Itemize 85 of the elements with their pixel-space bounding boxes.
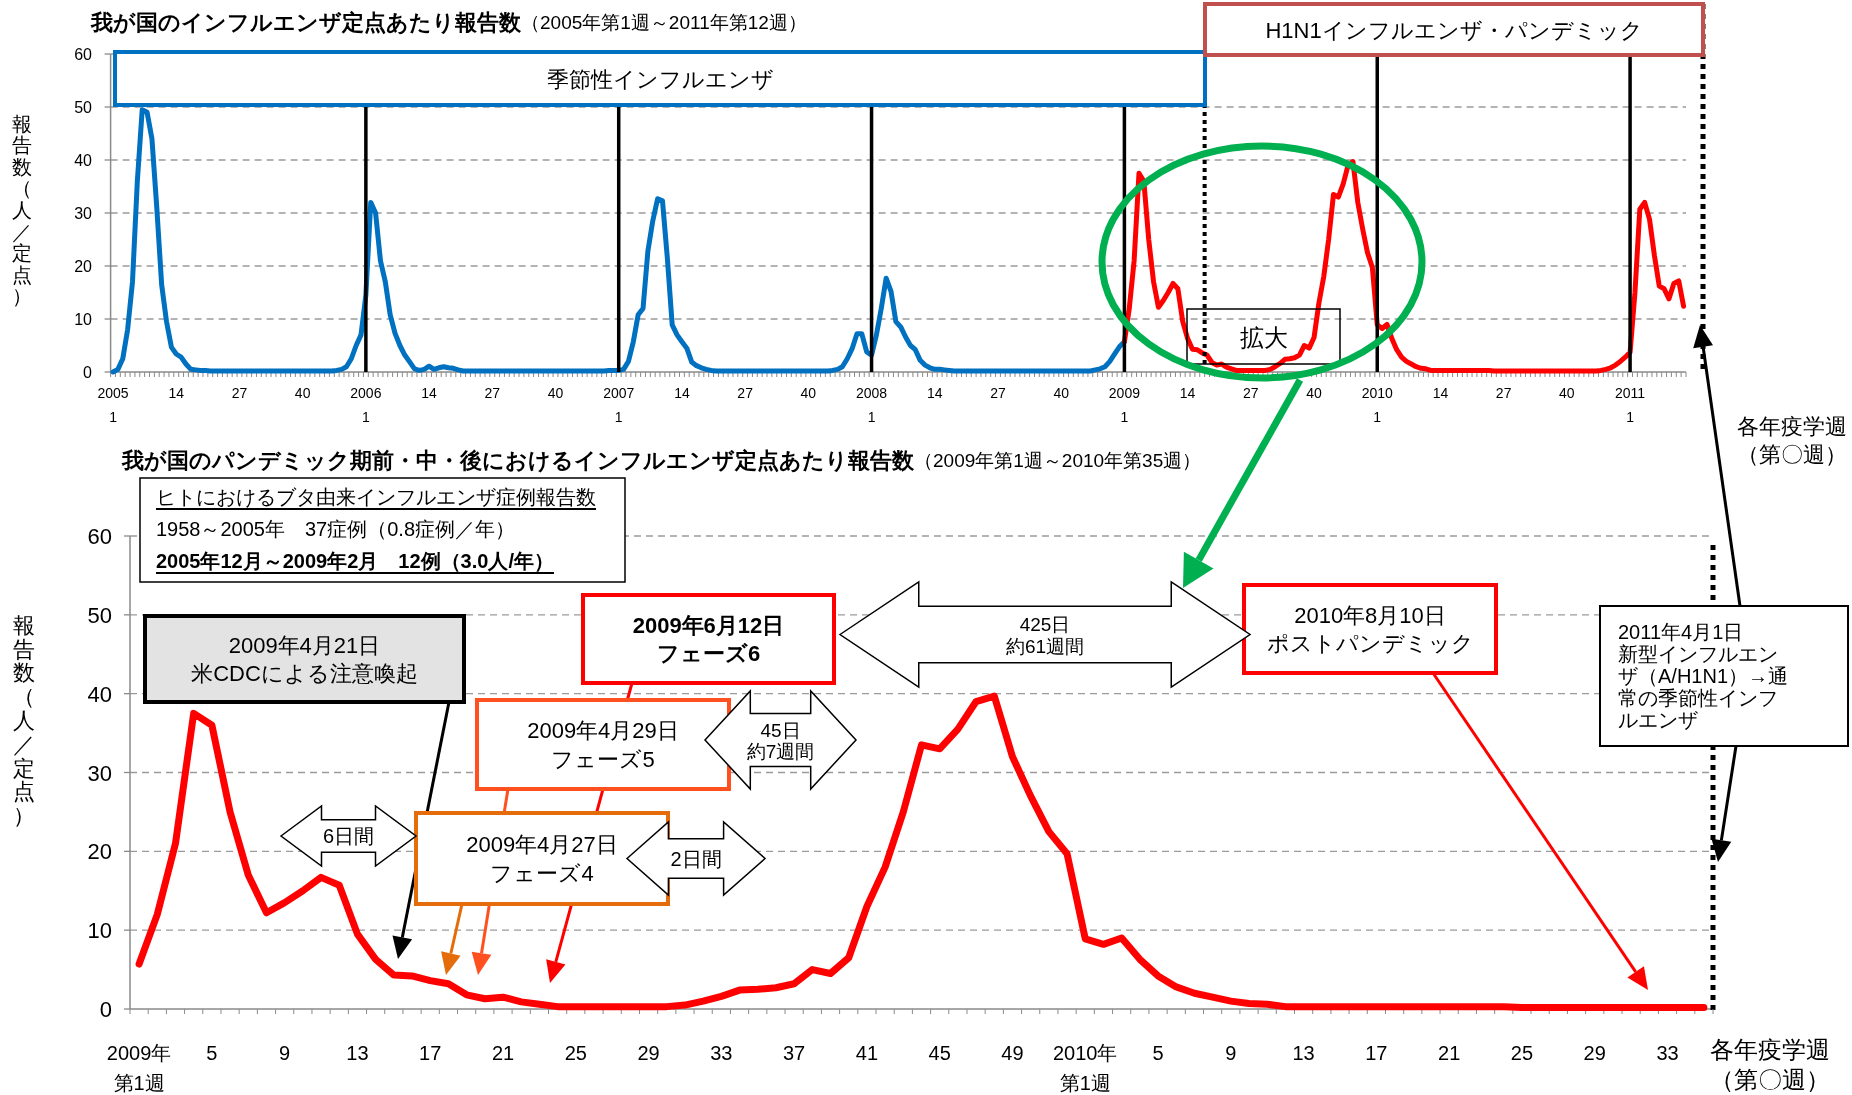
annotation: 2011年4月1日新型インフルエンザ（A/H1N1）→通常の季節性インフルエンザ	[1618, 621, 1789, 731]
x-tick-label: 14	[926, 385, 943, 401]
x-tick-label: 13	[1292, 1042, 1315, 1064]
x-tick-label: 25	[564, 1042, 587, 1064]
annotation: 2005年12月～2009年2月 12例（3.0人/年）	[156, 550, 554, 572]
x-tick-label: 27	[990, 385, 1006, 401]
x-tick-label: 14	[168, 385, 185, 401]
x-tick-label: 33	[710, 1042, 733, 1064]
x-tick-label: 2010年第1週	[1053, 1042, 1118, 1094]
y-tick-label: 20	[87, 838, 112, 864]
chart-title: 我が国のインフルエンザ定点あたり報告数	[90, 9, 522, 35]
x-tick-label: 2009年第1週	[106, 1042, 172, 1094]
x-tick-label: 14	[674, 385, 690, 401]
text: ヒトにおけるブタ由来インフルエンザ症例報告数	[156, 486, 596, 508]
x-tick-label: 21	[1438, 1042, 1461, 1064]
y-tick-label: 10	[74, 310, 93, 328]
x-tick-label: 27	[484, 385, 501, 401]
x-tick-label: 2008 1	[855, 385, 888, 425]
y-tick-label: 40	[74, 151, 93, 169]
x-tick-label: 27	[737, 385, 754, 401]
text: 報告数（人／定点）	[13, 612, 35, 828]
text: 報告数（人／定点）	[12, 112, 32, 308]
x-tick-label: 2006 1	[350, 385, 382, 425]
annotation: 6日間	[322, 825, 375, 847]
y-tick-label: 0	[83, 363, 93, 381]
annotation: 2009年4月21日米CDCによる注意喚起	[191, 632, 418, 686]
y-tick-label: 60	[74, 45, 93, 63]
x-tick-label: 2010 1	[1361, 385, 1394, 425]
x-axis-title: 各年疫学週（第〇週）	[1710, 1035, 1830, 1093]
x-tick-label: 40	[1053, 385, 1070, 401]
x-tick-label: 14	[1179, 385, 1196, 401]
x-tick-label: 41	[855, 1042, 879, 1064]
y-tick-label: 40	[87, 681, 112, 707]
x-tick-label: 29	[1583, 1042, 1606, 1064]
x-tick-label: 13	[346, 1042, 369, 1064]
x-tick-label: 2005 1	[97, 385, 129, 425]
x-tick-label: 17	[1365, 1042, 1388, 1064]
text: H1N1インフルエンザ・パンデミック	[1265, 17, 1643, 42]
chart-title: 我が国のパンデミック期前・中・後におけるインフルエンザ定点あたり報告数	[121, 447, 915, 473]
x-tick-label: 49	[1001, 1042, 1024, 1064]
x-tick-label: 37	[783, 1042, 806, 1064]
annotation: 1958～2005年 37症例（0.8症例／年）	[156, 518, 516, 540]
x-tick-label: 40	[547, 385, 564, 401]
y-tick-label: 50	[74, 98, 93, 116]
y-tick-label: 10	[87, 917, 112, 943]
x-tick-label: 2011 1	[1615, 385, 1646, 425]
y-tick-label: 60	[87, 523, 112, 549]
y-tick-label: 30	[74, 204, 93, 222]
annotation: 425日約61週間	[1005, 613, 1085, 656]
x-tick-label: 27	[231, 385, 248, 401]
x-tick-label: 17	[419, 1042, 442, 1064]
x-tick-label: 45	[928, 1042, 951, 1064]
x-tick-label: 33	[1656, 1042, 1679, 1064]
annotation: 2009年6月12日フェーズ6	[632, 612, 785, 666]
x-tick-label: 27	[1243, 385, 1259, 401]
annotation: 拡大	[1239, 323, 1288, 350]
x-tick-label: 25	[1510, 1042, 1534, 1064]
annotation: 2009年4月27日フェーズ4	[466, 831, 618, 886]
x-tick-label: 29	[637, 1042, 660, 1064]
x-tick-label: 2009 1	[1108, 385, 1141, 425]
chart-subtitle: （2009年第1週～2010年第35週）	[914, 449, 1202, 471]
annotation: 2009年4月29日フェーズ5	[527, 717, 679, 772]
text: 各年疫学週（第〇週）	[1737, 413, 1847, 467]
y-tick-label: 20	[74, 257, 93, 275]
x-tick-label: 21	[491, 1042, 515, 1064]
x-tick-label: 9	[1225, 1042, 1237, 1064]
annotation: 2日間	[670, 847, 722, 870]
x-tick-label: 5	[1152, 1042, 1164, 1064]
x-tick-label: 27	[1495, 385, 1512, 401]
x-tick-label: 5	[206, 1042, 218, 1064]
annotation: 季節性インフルエンザ	[546, 66, 774, 91]
y-tick-label: 50	[87, 602, 112, 628]
x-tick-label: 40	[800, 385, 817, 401]
x-tick-label: 14	[1432, 385, 1449, 401]
y-tick-label: 0	[99, 996, 112, 1022]
x-tick-label: 40	[1306, 385, 1323, 401]
x-tick-label: 40	[294, 385, 311, 401]
x-tick-label: 14	[421, 385, 438, 401]
chart-subtitle: （2005年第1週～2011年第12週）	[521, 11, 807, 33]
x-tick-label: 2007 1	[603, 385, 635, 425]
y-tick-label: 30	[87, 760, 112, 785]
x-tick-label: 9	[279, 1042, 291, 1064]
x-tick-label: 40	[1559, 385, 1575, 401]
annotation: 45日約7週間	[746, 719, 815, 761]
annotation: 2010年8月10日ポストパンデミック	[1266, 602, 1474, 656]
